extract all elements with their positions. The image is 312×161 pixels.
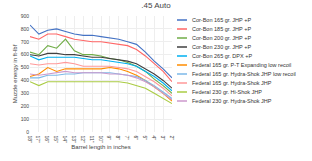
svg-text:900: 900 xyxy=(21,13,30,19)
svg-text:800: 800 xyxy=(21,26,30,32)
svg-text:6": 6" xyxy=(133,136,139,141)
svg-text:100: 100 xyxy=(21,116,30,122)
svg-text:9": 9" xyxy=(106,136,112,141)
svg-text:15": 15" xyxy=(53,136,59,144)
svg-text:4": 4" xyxy=(151,136,157,141)
svg-text:14": 14" xyxy=(62,136,68,144)
svg-text:Muzzle energy in ft-lbf: Muzzle energy in ft-lbf xyxy=(12,44,18,103)
svg-text:Barrel length in inches: Barrel length in inches xyxy=(71,144,130,150)
svg-text:Federal 165 gr. Hydra-Shok JHP: Federal 165 gr. Hydra-Shok JHP xyxy=(192,80,272,86)
svg-text:11": 11" xyxy=(89,136,95,143)
svg-text:Cor-Bon 200 gr. JHP +P: Cor-Bon 200 gr. JHP +P xyxy=(192,35,251,41)
svg-text:700: 700 xyxy=(21,39,30,45)
svg-text:500: 500 xyxy=(21,64,30,70)
svg-text:.45 Auto: .45 Auto xyxy=(141,1,171,10)
svg-text:Cor-Bon 230 gr. JHP +P: Cor-Bon 230 gr. JHP +P xyxy=(192,44,251,50)
svg-text:2": 2" xyxy=(169,136,175,141)
svg-text:13": 13" xyxy=(71,136,77,144)
svg-text:Cor-Bon 265 gr. DPX +P: Cor-Bon 265 gr. DPX +P xyxy=(192,53,252,59)
svg-text:600: 600 xyxy=(21,51,30,57)
svg-text:400: 400 xyxy=(21,77,30,83)
svg-text:Cor-Bon 185 gr. JHP +P: Cor-Bon 185 gr. JHP +P xyxy=(192,26,251,32)
svg-text:18": 18" xyxy=(27,136,33,144)
svg-text:300: 300 xyxy=(21,90,30,96)
svg-text:3": 3" xyxy=(160,136,166,141)
svg-text:17": 17" xyxy=(35,136,41,144)
svg-text:Federal 230 gr. Hi-Shok JHP: Federal 230 gr. Hi-Shok JHP xyxy=(192,89,262,95)
svg-text:16": 16" xyxy=(44,136,50,144)
svg-text:12": 12" xyxy=(80,136,86,144)
svg-text:5": 5" xyxy=(142,136,148,141)
svg-text:10": 10" xyxy=(98,136,104,144)
svg-text:7": 7" xyxy=(124,136,130,141)
svg-text:Federal 165 gr. P-T Expanding: Federal 165 gr. P-T Expanding low recoil xyxy=(192,62,291,68)
svg-text:Federal 165 gr. Hydra-Shok JHP: Federal 165 gr. Hydra-Shok JHP low recoi… xyxy=(192,71,296,77)
svg-text:0: 0 xyxy=(26,129,29,135)
svg-text:200: 200 xyxy=(21,103,30,109)
svg-text:8": 8" xyxy=(115,136,121,141)
svg-text:Cor-Bon 165 gr. JHP +P: Cor-Bon 165 gr. JHP +P xyxy=(192,17,251,23)
svg-text:Federal 230 gr. Hydra-Shok JHP: Federal 230 gr. Hydra-Shok JHP xyxy=(192,98,272,104)
